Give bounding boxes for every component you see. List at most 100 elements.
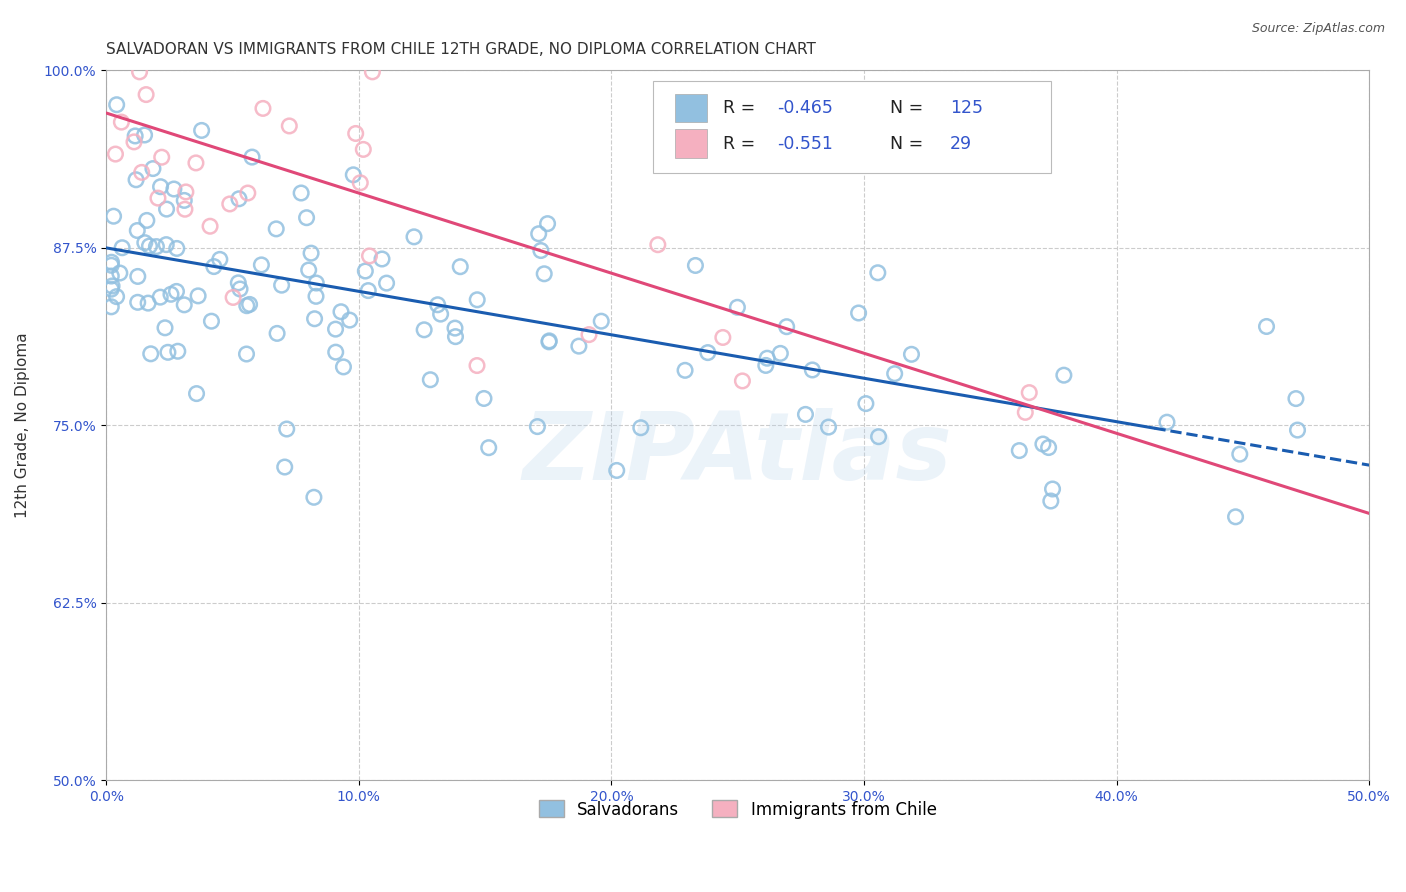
Point: [354, 264, 377, 278]
Point: [228, 276, 250, 290]
Point: [332, 359, 354, 374]
Point: [163, 182, 186, 196]
Point: [775, 319, 797, 334]
Point: [153, 320, 176, 334]
Point: [444, 329, 467, 343]
Point: [1286, 423, 1309, 437]
Point: [1032, 437, 1054, 451]
Point: [883, 367, 905, 381]
Point: [305, 276, 328, 290]
Point: [696, 345, 718, 359]
Point: [299, 246, 322, 260]
Point: [290, 186, 312, 200]
Point: [236, 299, 259, 313]
Point: [150, 150, 173, 164]
Point: [449, 260, 471, 274]
Point: [537, 334, 560, 349]
Point: [236, 186, 259, 200]
Point: [278, 119, 301, 133]
Point: [103, 209, 125, 223]
Point: [101, 279, 124, 293]
Point: [240, 150, 263, 164]
Point: [731, 374, 754, 388]
Point: [361, 65, 384, 79]
Point: [124, 128, 146, 143]
Point: [352, 143, 374, 157]
Point: [187, 289, 209, 303]
Point: [266, 326, 288, 341]
Text: R =: R =: [723, 99, 761, 117]
Point: [149, 179, 172, 194]
Point: [325, 322, 347, 336]
Point: [794, 408, 817, 422]
Text: -0.551: -0.551: [778, 135, 832, 153]
Point: [298, 263, 321, 277]
Point: [1018, 385, 1040, 400]
Point: [1042, 482, 1064, 496]
Point: [344, 127, 367, 141]
Point: [208, 252, 231, 267]
Point: [1008, 443, 1031, 458]
Point: [104, 147, 127, 161]
Point: [538, 334, 561, 348]
Text: 125: 125: [950, 99, 983, 117]
Point: [127, 223, 149, 237]
Point: [630, 421, 652, 435]
Point: [166, 285, 188, 299]
Point: [155, 202, 177, 216]
Text: -0.465: -0.465: [778, 99, 832, 117]
Point: [122, 135, 145, 149]
Point: [339, 313, 361, 327]
Point: [145, 239, 167, 253]
Point: [413, 323, 436, 337]
Point: [591, 314, 613, 328]
Point: [868, 430, 890, 444]
Point: [252, 102, 274, 116]
Point: [184, 156, 207, 170]
Point: [769, 346, 792, 360]
Point: [276, 422, 298, 436]
Point: [304, 311, 326, 326]
Point: [100, 268, 122, 283]
Point: [533, 267, 555, 281]
Point: [536, 217, 558, 231]
Point: [139, 347, 162, 361]
Legend: Salvadorans, Immigrants from Chile: Salvadorans, Immigrants from Chile: [531, 794, 943, 825]
Point: [100, 258, 122, 272]
Point: [530, 244, 553, 258]
Point: [222, 290, 245, 304]
Point: [349, 176, 371, 190]
Point: [1014, 405, 1036, 419]
Point: [711, 330, 734, 344]
Point: [647, 237, 669, 252]
Point: [359, 249, 381, 263]
Point: [128, 65, 150, 79]
Text: Source: ZipAtlas.com: Source: ZipAtlas.com: [1251, 22, 1385, 36]
Point: [200, 314, 222, 328]
Point: [138, 239, 160, 253]
Point: [472, 392, 495, 406]
Point: [817, 420, 839, 434]
Point: [239, 297, 262, 311]
Point: [402, 230, 425, 244]
Point: [755, 359, 778, 373]
Point: [330, 304, 353, 318]
Point: [855, 396, 877, 410]
Point: [160, 287, 183, 301]
Point: [1038, 441, 1060, 455]
Point: [105, 290, 128, 304]
Point: [264, 222, 287, 236]
Point: [302, 491, 325, 505]
Point: [156, 345, 179, 359]
Point: [174, 185, 197, 199]
Point: [444, 321, 467, 335]
Text: N =: N =: [890, 99, 929, 117]
Point: [202, 260, 225, 274]
Point: [295, 211, 318, 225]
Point: [866, 266, 889, 280]
Text: SALVADORAN VS IMMIGRANTS FROM CHILE 12TH GRADE, NO DIPLOMA CORRELATION CHART: SALVADORAN VS IMMIGRANTS FROM CHILE 12TH…: [107, 42, 815, 57]
Point: [429, 307, 451, 321]
Point: [155, 237, 177, 252]
Point: [725, 301, 748, 315]
Point: [1225, 509, 1247, 524]
